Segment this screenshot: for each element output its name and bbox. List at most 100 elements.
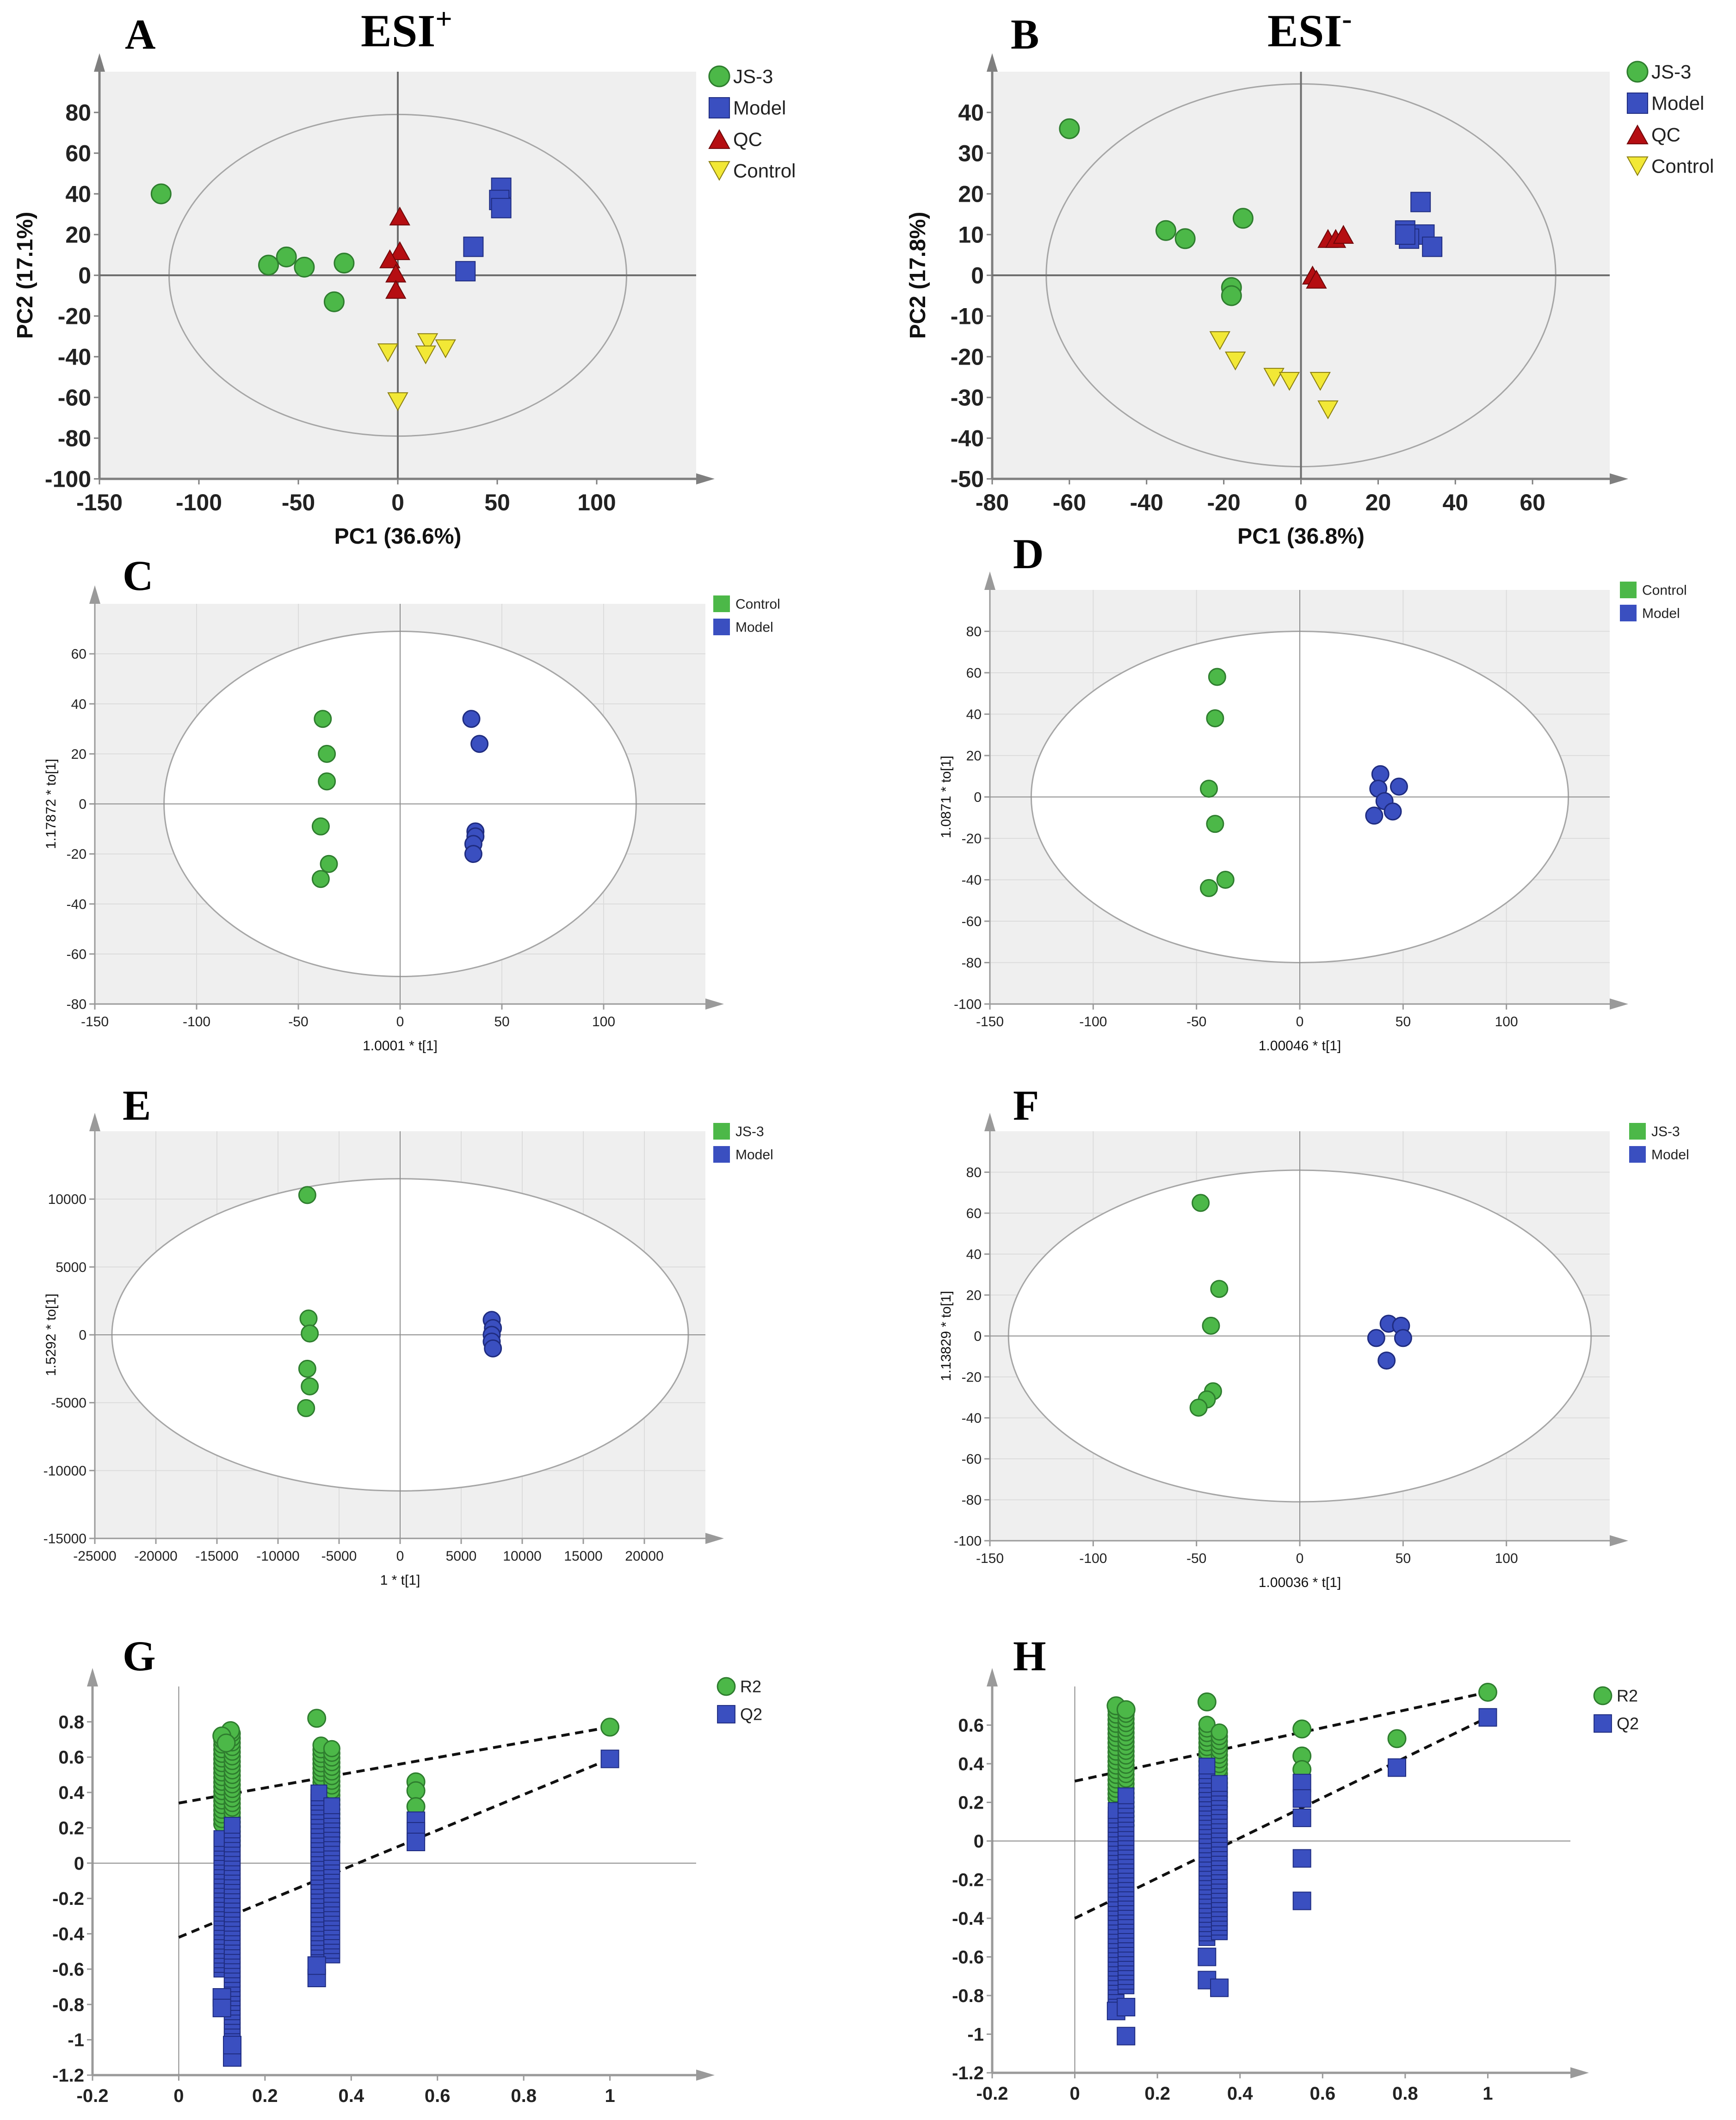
series-js-3 xyxy=(297,1186,319,1417)
series-qc xyxy=(379,206,410,299)
legend-label: QC xyxy=(733,129,762,150)
panel-label: A xyxy=(125,11,155,58)
data-point xyxy=(1117,2027,1136,2046)
data-point xyxy=(318,744,336,763)
series-model xyxy=(1367,1314,1412,1370)
legend-marker xyxy=(1626,92,1649,114)
data-point xyxy=(415,345,436,365)
x-tick-label: -150 xyxy=(76,490,123,515)
y-tick-label: 0.4 xyxy=(58,1783,84,1803)
legend-marker xyxy=(717,1705,735,1723)
x-tick-label: -5000 xyxy=(321,1549,357,1564)
y-tick-label: 0 xyxy=(974,1329,982,1344)
data-point xyxy=(455,261,476,282)
x-tick-label: -60 xyxy=(1053,490,1086,515)
y-tick-label: -1.2 xyxy=(952,2063,984,2083)
y-tick-label: -80 xyxy=(67,997,86,1012)
data-point xyxy=(1174,228,1196,249)
data-point xyxy=(1211,1775,1228,1792)
y-tick-label: -100 xyxy=(45,466,91,492)
y-tick-label: -80 xyxy=(58,426,91,452)
data-point xyxy=(1292,1719,1312,1739)
x-axis-arrow-icon xyxy=(1610,473,1628,484)
data-point xyxy=(301,1324,319,1343)
y-tick-label: 40 xyxy=(966,1247,982,1262)
y-tick-label: -10 xyxy=(951,304,984,329)
data-point xyxy=(307,1956,326,1975)
data-point xyxy=(1198,1947,1217,1966)
data-point xyxy=(406,1781,426,1800)
data-point xyxy=(1206,815,1224,833)
data-point xyxy=(379,249,401,268)
data-point xyxy=(1206,709,1224,727)
legend-label: JS-3 xyxy=(1651,61,1691,83)
y-tick-label: -0.2 xyxy=(952,1870,984,1891)
y-tick-label: -0.6 xyxy=(952,1947,984,1968)
legend: JS-3 Model xyxy=(713,1123,773,1163)
data-point xyxy=(387,392,408,411)
x-tick-label: -0.2 xyxy=(976,2083,1008,2104)
legend-label: Control xyxy=(733,160,796,182)
x-tick-label: -15000 xyxy=(195,1549,238,1564)
x-tick-label: 1 xyxy=(605,2086,615,2106)
data-point xyxy=(223,1816,241,1834)
legend-marker xyxy=(717,1677,736,1696)
data-point xyxy=(298,1186,316,1204)
legend-marker xyxy=(708,65,730,87)
data-point xyxy=(1198,1716,1216,1733)
y-tick-label: 0 xyxy=(971,263,984,289)
y-tick-label: 0 xyxy=(79,797,86,812)
x-axis-label: 1.00046 * t[1] xyxy=(1259,1038,1341,1054)
panel-d: -150 -100 -50 0 50 100 -100 -80 -60 -40 -20 0 20 40 60… xyxy=(939,530,1687,1054)
x-tick-label: 0.2 xyxy=(252,2086,278,2106)
y-tick-label: -10000 xyxy=(43,1463,86,1479)
data-point xyxy=(1310,372,1331,391)
data-point xyxy=(1221,285,1242,306)
legend-label: Control xyxy=(735,597,780,612)
legend-marker xyxy=(708,161,730,181)
legend-label: Model xyxy=(1651,1147,1689,1163)
y-tick-label: 80 xyxy=(966,1165,982,1180)
x-tick-label: -150 xyxy=(81,1014,109,1029)
series-control xyxy=(311,710,338,888)
panel-f: -150 -100 -50 0 50 100 -100 -80 -60 -40 -20 0 20 40 60… xyxy=(939,1082,1689,1590)
y-tick-label: 40 xyxy=(71,697,86,712)
data-point xyxy=(1478,1683,1497,1702)
data-point xyxy=(1306,269,1327,289)
data-point xyxy=(1292,1773,1311,1792)
legend-marker xyxy=(1594,1714,1612,1733)
y-axis-arrow-icon xyxy=(87,1668,98,1686)
panel-label: D xyxy=(1013,530,1044,577)
x-tick-label: -50 xyxy=(1186,1014,1206,1029)
data-point xyxy=(1192,1194,1210,1212)
data-point xyxy=(1059,118,1080,139)
data-point xyxy=(320,855,338,873)
x-tick-label: -150 xyxy=(976,1014,1004,1029)
y-tick-label: 80 xyxy=(65,100,91,126)
data-point xyxy=(311,817,330,836)
y-tick-label: 60 xyxy=(966,666,982,681)
legend-swatch xyxy=(1629,1146,1646,1163)
series-model xyxy=(455,177,512,282)
data-point xyxy=(389,206,410,226)
data-point xyxy=(1478,1708,1497,1727)
legend-label: R2 xyxy=(1617,1686,1638,1705)
y-tick-label: -50 xyxy=(951,466,984,492)
panel-h: -0.2 0 0.2 0.4 0.6 0.8 1 -1.2 -1 -0.8 -0.6 -0.4 -0.2… xyxy=(952,1632,1639,2104)
y-tick-label: -30 xyxy=(951,385,984,411)
data-point xyxy=(301,1377,319,1395)
y-axis-arrow-icon xyxy=(987,53,998,72)
y-tick-label: -20 xyxy=(58,304,91,329)
panel-b: -80 -60 -40 -20 0 20 40 60 -50 -40 -30 -20 -10 0 10 20 3… xyxy=(906,11,1714,549)
legend-label: Model xyxy=(735,620,773,635)
legend: JS-3 Model xyxy=(1629,1123,1689,1163)
x-tick-label: 0 xyxy=(396,1014,404,1029)
data-point xyxy=(307,1709,327,1728)
x-tick-label: 20000 xyxy=(625,1549,663,1564)
x-tick-label: 50 xyxy=(494,1014,509,1029)
x-tick-label: 10000 xyxy=(503,1549,541,1564)
x-tick-label: 0 xyxy=(396,1549,404,1564)
series-model xyxy=(462,710,489,863)
y-tick-label: 30 xyxy=(958,141,984,167)
y-tick-label: 60 xyxy=(966,1206,982,1221)
